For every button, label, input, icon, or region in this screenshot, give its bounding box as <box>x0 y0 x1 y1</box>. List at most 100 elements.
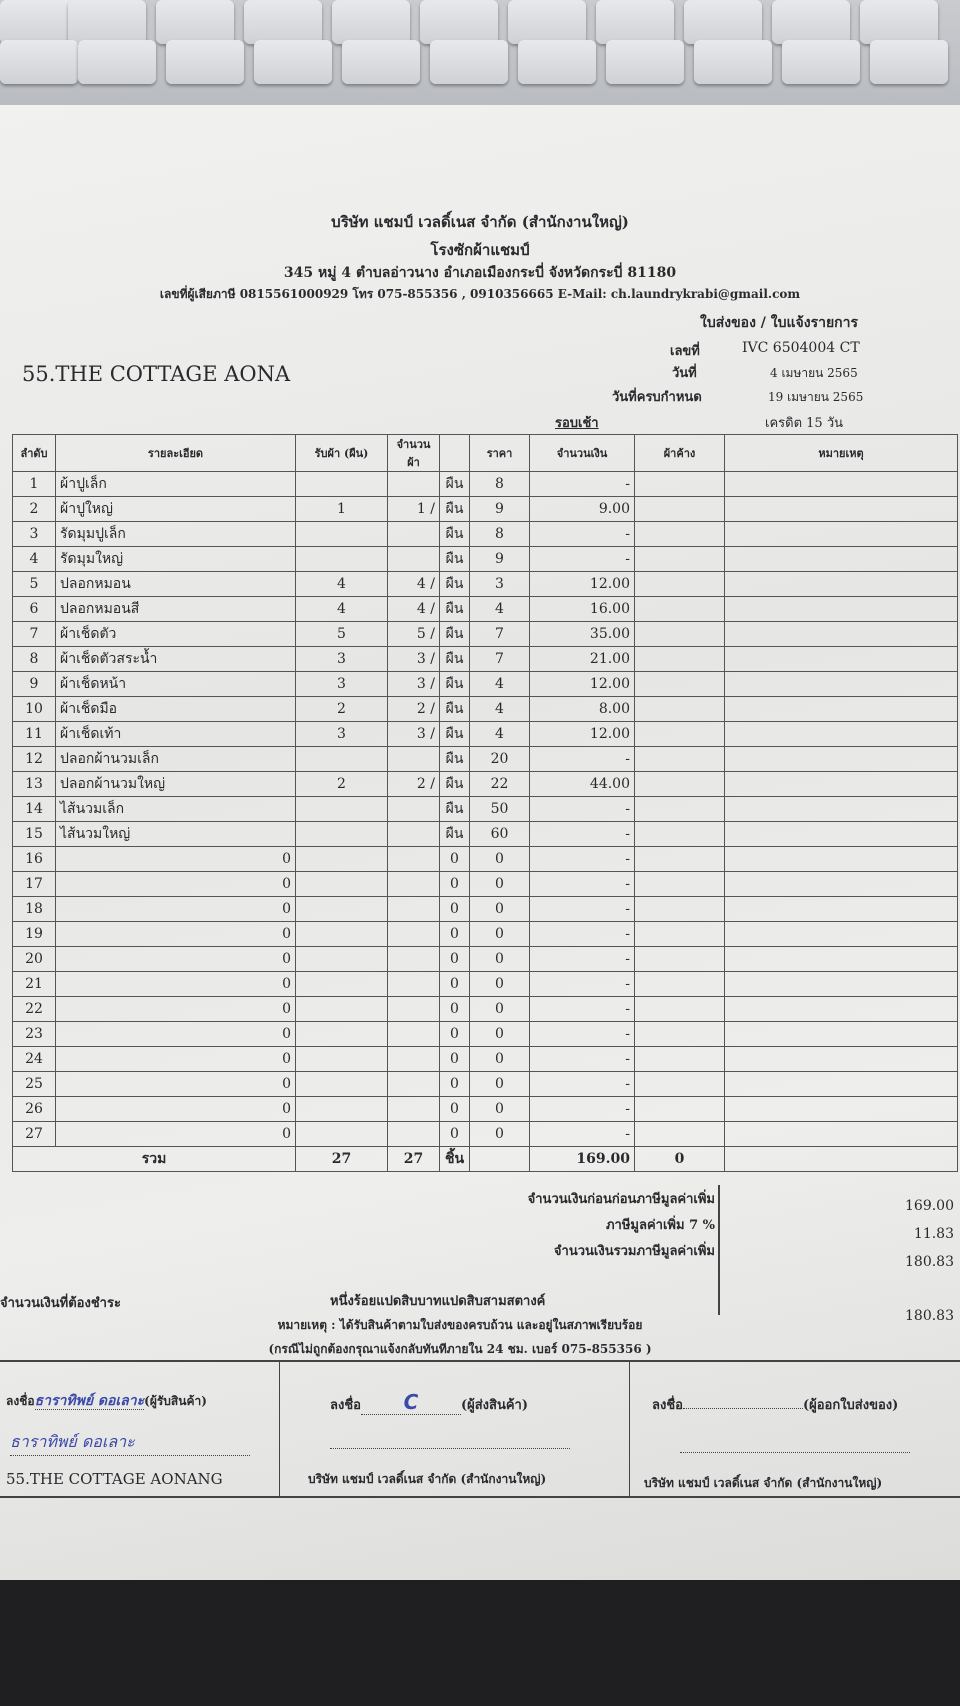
table-row: 6 ปลอกหมอนสี 4 4 /ผืน 4 16.00 <box>12 596 958 622</box>
item-count: 4 / <box>387 596 440 622</box>
row-number: 11 <box>12 721 56 747</box>
item-count <box>387 1121 440 1147</box>
pending <box>634 871 725 897</box>
pending <box>634 671 725 697</box>
pending <box>634 1096 725 1122</box>
sign-label: ลงชื่อ <box>652 1398 683 1413</box>
printed-name: ธาราทิพย์ ดอเลาะ <box>10 1430 250 1456</box>
grand-total-value: 180.83 <box>905 1254 954 1270</box>
keyboard-key <box>596 0 674 44</box>
item-count <box>387 821 440 847</box>
remark <box>724 896 958 922</box>
pending <box>634 796 725 822</box>
received-qty <box>295 821 388 847</box>
amount: - <box>529 1071 635 1097</box>
vat-label: ภาษีมูลค่าเพิ่ม 7 % <box>605 1218 715 1233</box>
printed-name-blank <box>330 1430 570 1449</box>
table-row: 10 ผ้าเช็ดมือ 2 2 /ผืน 4 8.00 <box>12 696 958 722</box>
table-row: 12 ปลอกผ้านวมเล็ก ผืน 20- <box>12 746 958 772</box>
item-name: 0 <box>55 896 296 922</box>
row-number: 19 <box>12 921 56 947</box>
row-number: 16 <box>12 846 56 872</box>
keyboard-key <box>68 0 146 44</box>
keyboard-key <box>860 0 938 44</box>
pending <box>634 621 725 647</box>
keyboard-background <box>0 0 960 130</box>
unit: 0 <box>439 1096 470 1122</box>
note-line-1: หมายเหตุ : ได้รับสินค้าตามใบส่งของครบถ้ว… <box>277 1318 643 1332</box>
pending <box>634 821 725 847</box>
item-count <box>387 471 440 497</box>
grand-total-label: จำนวนเงินรวมภาษีมูลค่าเพิ่ม <box>553 1244 715 1259</box>
unit-price: 0 <box>469 946 530 972</box>
total-unit: ชิ้น <box>439 1146 470 1172</box>
keyboard-key <box>870 40 948 84</box>
unit-price: 22 <box>469 771 530 797</box>
unit-price: 8 <box>469 521 530 547</box>
amount: - <box>529 746 635 772</box>
unit-price: 4 <box>469 696 530 722</box>
item-count <box>387 546 440 572</box>
pending <box>634 921 725 947</box>
table-row: 15 ไส้นวมใหญ่ ผืน 60- <box>12 821 958 847</box>
sign-org: 55.THE COTTAGE AONANG <box>6 1470 223 1488</box>
invoice-number: IVC 6504004 CT <box>742 340 860 356</box>
total-received: 27 <box>295 1146 388 1172</box>
keyboard-key <box>0 0 78 44</box>
items-table: ลำดับ รายละเอียด รับผ้า (ผืน) จำนวนผ้า ราคาจ… <box>12 434 958 1172</box>
row-number: 10 <box>12 696 56 722</box>
row-number: 9 <box>12 671 56 697</box>
amount: 12.00 <box>529 571 635 597</box>
item-count <box>387 946 440 972</box>
table-row: 3 รัดมุมปูเล็ก ผืน 8- <box>12 521 958 547</box>
unit: 0 <box>439 896 470 922</box>
pending <box>634 696 725 722</box>
unit-price: 4 <box>469 596 530 622</box>
keyboard-key <box>694 40 772 84</box>
unit: ผืน <box>439 821 470 847</box>
received-qty <box>295 971 388 997</box>
amount: - <box>529 846 635 872</box>
unit-price: 60 <box>469 821 530 847</box>
row-number: 1 <box>12 471 56 497</box>
document-type: ใบส่งของ / ใบแจ้งรายการ <box>700 315 859 331</box>
remark <box>724 746 958 772</box>
unit: ผืน <box>439 746 470 772</box>
keyboard-key <box>518 40 596 84</box>
table-row: 23 0 0 0- <box>12 1021 958 1047</box>
unit: 0 <box>439 1121 470 1147</box>
unit: ผืน <box>439 621 470 647</box>
remark <box>724 821 958 847</box>
amount: - <box>529 796 635 822</box>
unit: 0 <box>439 1046 470 1072</box>
unit: ผืน <box>439 546 470 572</box>
item-name: ผ้าเช็ดมือ <box>55 696 296 722</box>
table-row: 8 ผ้าเช็ดตัวสระน้ำ 3 3 /ผืน 7 21.00 <box>12 646 958 672</box>
item-name: 0 <box>55 921 296 947</box>
item-name: ปลอกหมอน <box>55 571 296 597</box>
pending <box>634 721 725 747</box>
row-number: 13 <box>12 771 56 797</box>
received-qty: 5 <box>295 621 388 647</box>
received-qty <box>295 796 388 822</box>
pending <box>634 771 725 797</box>
table-row: 22 0 0 0- <box>12 996 958 1022</box>
row-number: 8 <box>12 646 56 672</box>
row-number: 6 <box>12 596 56 622</box>
row-number: 21 <box>12 971 56 997</box>
table-row: 16 0 0 0- <box>12 846 958 872</box>
pending <box>634 896 725 922</box>
keyboard-key <box>508 0 586 44</box>
pending <box>634 846 725 872</box>
column-header <box>439 434 470 472</box>
received-qty <box>295 946 388 972</box>
item-count <box>387 896 440 922</box>
unit-price: 20 <box>469 746 530 772</box>
remark <box>724 921 958 947</box>
item-count <box>387 1021 440 1047</box>
table-row: 4 รัดมุมใหญ่ ผืน 9- <box>12 546 958 572</box>
remark <box>724 696 958 722</box>
keyboard-key <box>684 0 762 44</box>
remark <box>724 546 958 572</box>
item-count <box>387 1096 440 1122</box>
